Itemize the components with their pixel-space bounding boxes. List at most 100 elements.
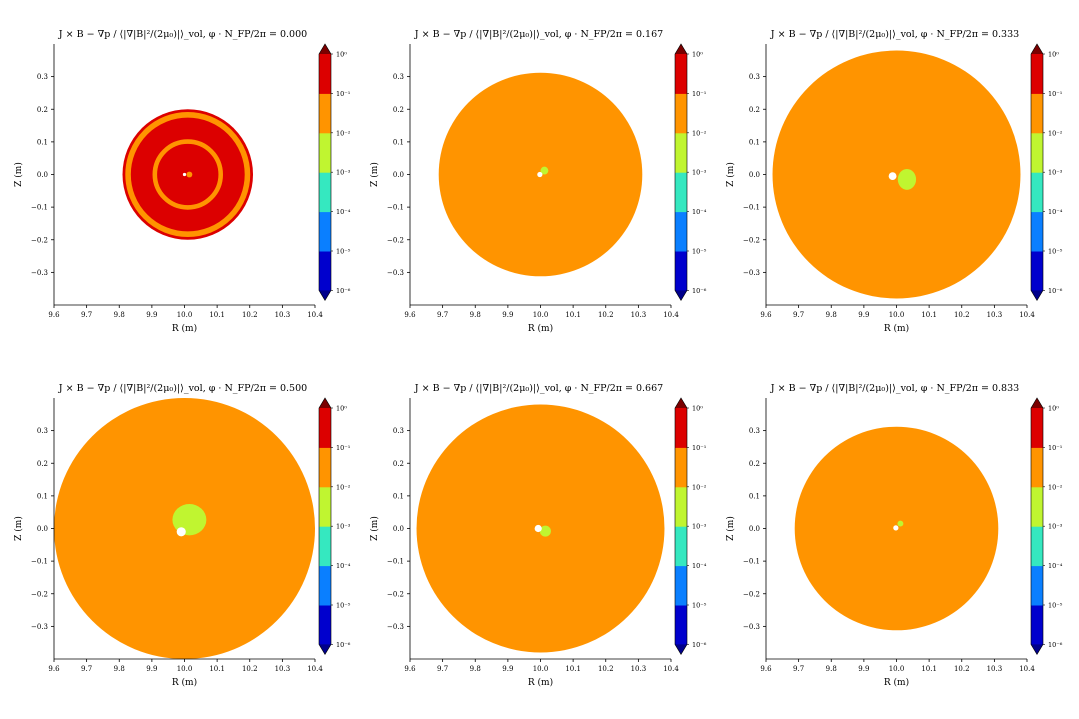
- colorbar-tick-label: 10⁻⁶: [336, 287, 351, 295]
- x-tick-label: 9.6: [760, 311, 772, 319]
- y-tick-label: 0.3: [393, 427, 404, 435]
- x-tick-label: 10.4: [307, 665, 323, 673]
- y-tick-label: 0.0: [749, 525, 760, 533]
- colorbar-tick-label: 10⁻²: [336, 129, 351, 137]
- colorbar-segment: [675, 526, 687, 567]
- x-tick-label: 10.1: [921, 311, 937, 319]
- y-tick-label: −0.3: [743, 623, 760, 631]
- colorbar: 10⁻⁶ 10⁻⁵ 10⁻⁴ 10⁻³ 10⁻² 10⁻¹ 10⁰: [1030, 397, 1063, 655]
- colorbar-tick-label: 10⁻¹: [692, 444, 707, 452]
- colorbar-tick-label: 10⁻¹: [692, 90, 707, 98]
- plot-title: J × B − ∇p / ⟨|∇|B|²/(2μ₀)|⟩_vol, φ · N_…: [414, 383, 663, 394]
- colorbar-under-arrow: [675, 644, 687, 655]
- colorbar-segment: [319, 172, 331, 213]
- x-tick-label: 10.1: [209, 665, 225, 673]
- y-tick-label: 0.3: [749, 427, 760, 435]
- x-tick-label: 10.3: [631, 311, 647, 319]
- plot-title: J × B − ∇p / ⟨|∇|B|²/(2μ₀)|⟩_vol, φ · N_…: [770, 383, 1019, 394]
- x-tick-label: 10.3: [275, 665, 291, 673]
- region-2: [534, 524, 542, 533]
- colorbar-tick-label: 10⁻¹: [1048, 444, 1063, 452]
- colorbar-tick-label: 10⁻³: [1048, 523, 1063, 531]
- x-tick-label: 9.9: [858, 311, 869, 319]
- colorbar-tick-label: 10⁻⁶: [1048, 287, 1063, 295]
- colorbar-segment: [1031, 447, 1043, 488]
- colorbar-tick-label: 10⁻⁴: [1048, 562, 1063, 570]
- colorbar-tick-label: 10⁻⁶: [1048, 641, 1063, 649]
- colorbar-segment: [675, 605, 687, 645]
- y-tick-label: −0.3: [743, 269, 760, 277]
- y-tick-label: −0.3: [31, 269, 48, 277]
- plot-title: J × B − ∇p / ⟨|∇|B|²/(2μ₀)|⟩_vol, φ · N_…: [58, 383, 307, 394]
- y-tick-label: −0.3: [387, 623, 404, 631]
- colorbar-segment: [319, 526, 331, 567]
- colorbar-tick-label: 10⁻⁴: [336, 208, 351, 216]
- colorbar-segment: [319, 565, 331, 606]
- colorbar-tick-label: 10⁻⁶: [692, 287, 707, 295]
- y-axis-label: Z (m): [725, 516, 736, 541]
- colorbar-tick-label: 10⁻¹: [1048, 90, 1063, 98]
- colorbar-tick-label: 10⁻⁵: [336, 602, 351, 610]
- colorbar-tick-label: 10⁻⁶: [336, 641, 351, 649]
- y-tick-label: −0.2: [387, 236, 404, 244]
- colorbar-segment: [319, 605, 331, 645]
- x-tick-label: 9.6: [48, 665, 60, 673]
- colorbar-segment: [319, 93, 331, 134]
- x-tick-label: 9.9: [502, 665, 513, 673]
- y-tick-label: −0.2: [387, 590, 404, 598]
- colorbar-segment: [1031, 565, 1043, 606]
- colorbar-segment: [675, 132, 687, 173]
- y-tick-label: 0.2: [393, 106, 404, 114]
- colorbar-segment: [319, 54, 331, 94]
- colorbar-tick-label: 10⁻⁴: [1048, 208, 1063, 216]
- colorbar-tick-label: 10⁻⁵: [692, 602, 707, 610]
- x-tick-label: 10.3: [987, 311, 1003, 319]
- x-tick-label: 10.0: [889, 665, 905, 673]
- colorbar-segment: [1031, 211, 1043, 252]
- colorbar-segment: [675, 211, 687, 252]
- y-tick-label: −0.1: [387, 204, 404, 212]
- x-tick-label: 9.9: [146, 665, 157, 673]
- x-tick-label: 9.7: [793, 311, 804, 319]
- colorbar: 10⁻⁶ 10⁻⁵ 10⁻⁴ 10⁻³ 10⁻² 10⁻¹ 10⁰: [674, 397, 707, 655]
- colorbar-segment: [319, 132, 331, 173]
- x-tick-label: 10.4: [1019, 665, 1035, 673]
- y-tick-label: −0.1: [387, 558, 404, 566]
- colorbar-over-arrow: [675, 398, 687, 408]
- colorbar-tick-label: 10⁰: [692, 51, 703, 59]
- x-tick-label: 9.8: [826, 665, 837, 673]
- region-2: [893, 525, 899, 531]
- colorbar-tick-label: 10⁻²: [1048, 483, 1063, 491]
- x-tick-label: 9.7: [81, 311, 92, 319]
- colorbar-tick-label: 10⁻²: [1048, 129, 1063, 137]
- x-tick-label: 10.1: [209, 311, 225, 319]
- y-tick-label: −0.1: [31, 204, 48, 212]
- x-tick-label: 9.9: [858, 665, 869, 673]
- plot-title: J × B − ∇p / ⟨|∇|B|²/(2μ₀)|⟩_vol, φ · N_…: [770, 29, 1019, 40]
- region-0: [772, 50, 1021, 299]
- region-1: [897, 520, 904, 527]
- x-tick-label: 10.4: [307, 311, 323, 319]
- x-tick-label: 9.8: [826, 311, 837, 319]
- colorbar-over-arrow: [1031, 398, 1043, 408]
- colorbar-under-arrow: [1031, 644, 1043, 655]
- y-tick-label: 0.0: [749, 171, 760, 179]
- colorbar-under-arrow: [319, 290, 331, 301]
- y-tick-label: −0.2: [31, 590, 48, 598]
- x-tick-label: 9.6: [404, 665, 416, 673]
- y-axis-label: Z (m): [369, 162, 380, 187]
- y-axis-label: Z (m): [725, 162, 736, 187]
- y-tick-label: −0.2: [743, 236, 760, 244]
- colorbar-tick-label: 10⁻²: [692, 129, 707, 137]
- x-tick-label: 9.7: [437, 665, 448, 673]
- plot-regions: [772, 50, 1021, 299]
- colorbar-over-arrow: [319, 398, 331, 408]
- region-ring-1: [125, 112, 251, 237]
- colorbar-over-arrow: [319, 44, 331, 54]
- x-tick-label: 10.0: [533, 311, 549, 319]
- y-tick-label: 0.1: [749, 492, 760, 500]
- x-tick-label: 10.0: [889, 311, 905, 319]
- colorbar-tick-label: 10⁰: [1048, 405, 1059, 413]
- colorbar-tick-label: 10⁻⁴: [336, 562, 351, 570]
- plot-title: J × B − ∇p / ⟨|∇|B|²/(2μ₀)|⟩_vol, φ · N_…: [414, 29, 663, 40]
